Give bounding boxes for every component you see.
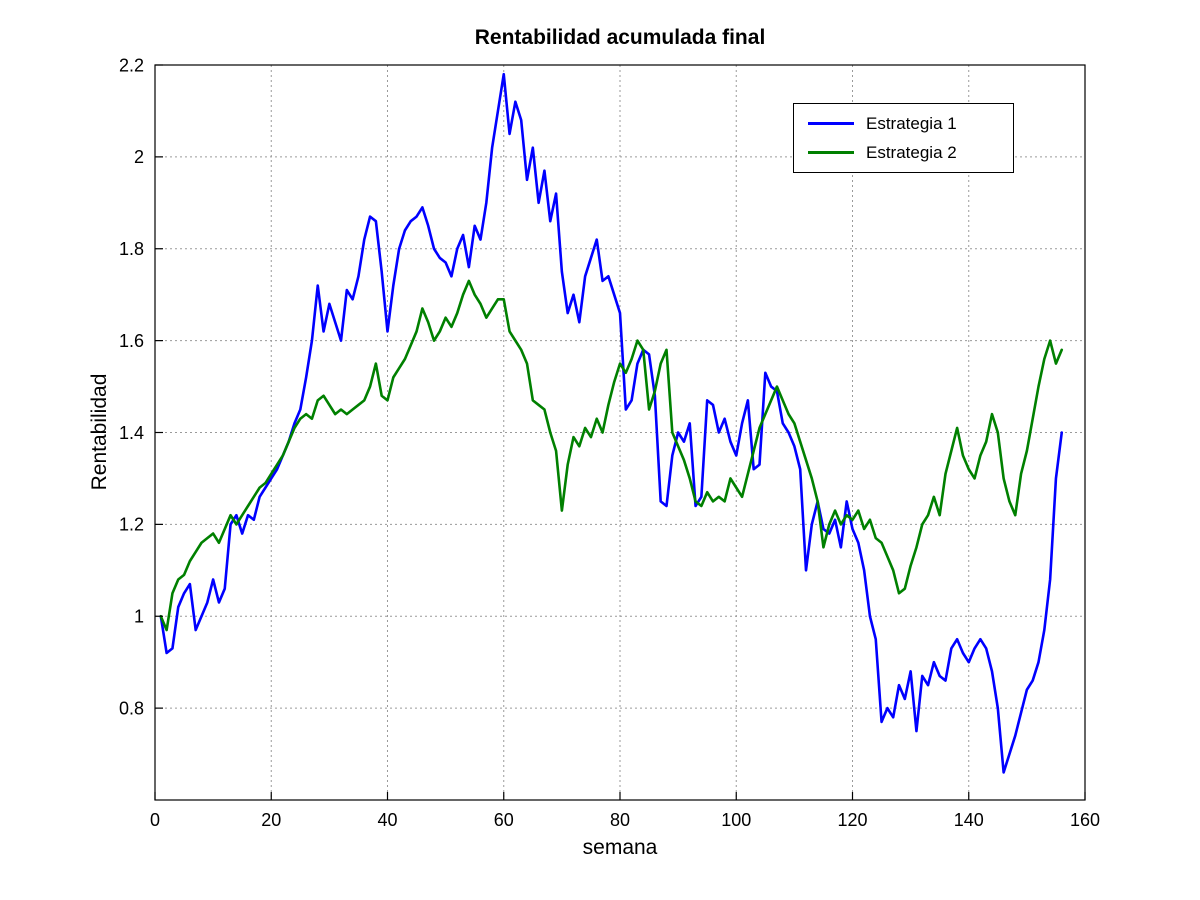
x-tick-label: 160 [1070,810,1100,830]
x-tick-label: 60 [494,810,514,830]
y-tick-label: 2 [134,147,144,167]
y-tick-label: 1.2 [119,515,144,535]
x-tick-label: 20 [261,810,281,830]
x-axis-label: semana [582,836,658,859]
y-tick-label: 0.8 [119,698,144,718]
y-tick-label: 1 [134,607,144,627]
series-line-estrategia-1 [159,72,1064,774]
y-tick-label: 1.4 [119,423,144,443]
legend-item: Estrategia 2 [794,144,1013,161]
x-tick-label: 80 [610,810,630,830]
series-line-estrategia-2 [159,279,1064,632]
legend: Estrategia 1 Estrategia 2 [793,103,1014,173]
x-tick-label: 0 [150,810,160,830]
legend-item: Estrategia 1 [794,115,1013,132]
y-axis-label: Rentabilidad [88,373,111,491]
x-tick-label: 140 [954,810,984,830]
x-tick-label: 40 [377,810,397,830]
y-tick-label: 2.2 [119,55,144,75]
x-tick-label: 100 [721,810,751,830]
legend-line-sample-estrategia-1 [808,122,854,125]
y-tick-label: 1.8 [119,239,144,259]
legend-label: Estrategia 2 [866,143,957,162]
legend-line-sample-estrategia-2 [808,151,854,154]
chart-title: Rentabilidad acumulada final [474,26,766,49]
x-tick-label: 120 [837,810,867,830]
legend-label: Estrategia 1 [866,114,957,133]
y-tick-label: 1.6 [119,331,144,351]
